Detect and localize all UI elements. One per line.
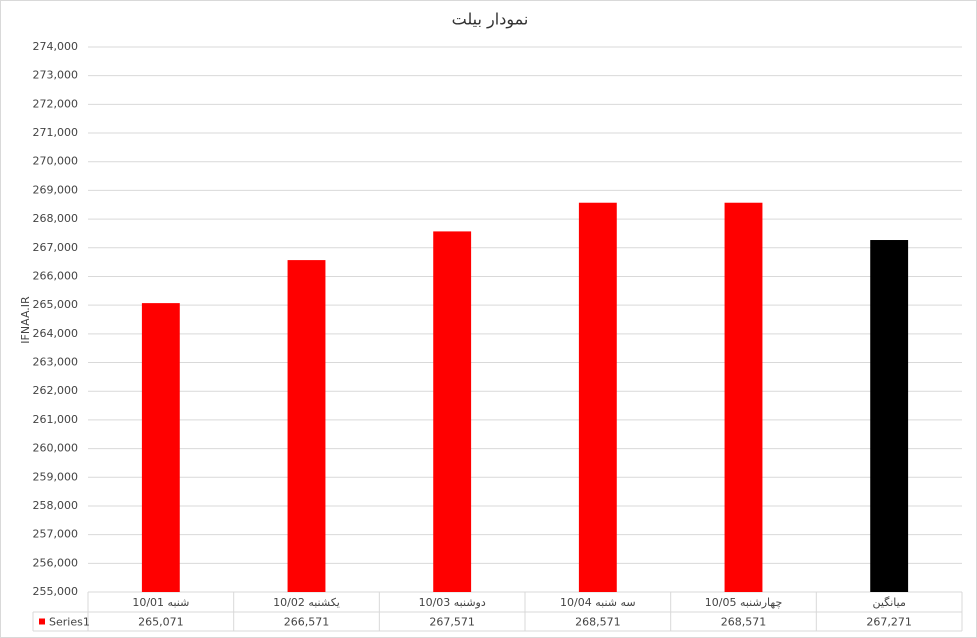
table-value: 268,571 (575, 616, 621, 629)
y-tick-label: 263,000 (33, 356, 79, 369)
x-tick-label: میانگین (872, 596, 906, 609)
y-tick-label: 269,000 (33, 183, 79, 196)
chart-title: نمودار بیلت (452, 10, 529, 30)
x-tick-label: 10/01 شنبه (132, 596, 189, 609)
x-tick-label: 10/05 چهارشنبه (705, 596, 783, 609)
legend-key (39, 618, 45, 625)
y-tick-label: 270,000 (33, 155, 79, 168)
table-value: 267,571 (429, 616, 475, 629)
y-tick-label: 274,000 (33, 40, 79, 53)
x-tick-label: 10/02 یکشنبه (273, 596, 340, 609)
y-tick-label: 265,000 (33, 298, 79, 311)
y-tick-label: 268,000 (33, 212, 79, 225)
bar (870, 240, 909, 592)
y-tick-label: 262,000 (33, 384, 79, 397)
bar (433, 231, 472, 593)
table-value: 267,271 (866, 616, 912, 629)
y-tick-label: 257,000 (33, 528, 79, 541)
legend-label: Series1 (49, 616, 90, 629)
y-tick-label: 271,000 (33, 126, 79, 139)
table-value: 265,071 (138, 616, 184, 629)
y-tick-label: 260,000 (33, 442, 79, 455)
x-tick-label: 10/03 دوشنبه (419, 596, 486, 609)
y-tick-label: 255,000 (33, 585, 79, 598)
table-value: 266,571 (284, 616, 330, 629)
y-tick-label: 264,000 (33, 327, 79, 340)
table-value: 268,571 (721, 616, 767, 629)
bar (578, 202, 617, 593)
bar (724, 202, 763, 593)
y-axis-label: IFNAA.IR (19, 296, 32, 344)
bar (287, 260, 326, 592)
y-tick-label: 256,000 (33, 556, 79, 569)
y-tick-label: 273,000 (33, 69, 79, 82)
x-tick-label: 10/04 سه شنبه (560, 596, 636, 609)
y-tick-label: 266,000 (33, 269, 79, 282)
y-tick-label: 272,000 (33, 97, 79, 110)
bar (141, 303, 180, 592)
y-tick-label: 261,000 (33, 413, 79, 426)
y-tick-label: 267,000 (33, 241, 79, 254)
y-tick-label: 258,000 (33, 499, 79, 512)
y-tick-label: 259,000 (33, 470, 79, 483)
